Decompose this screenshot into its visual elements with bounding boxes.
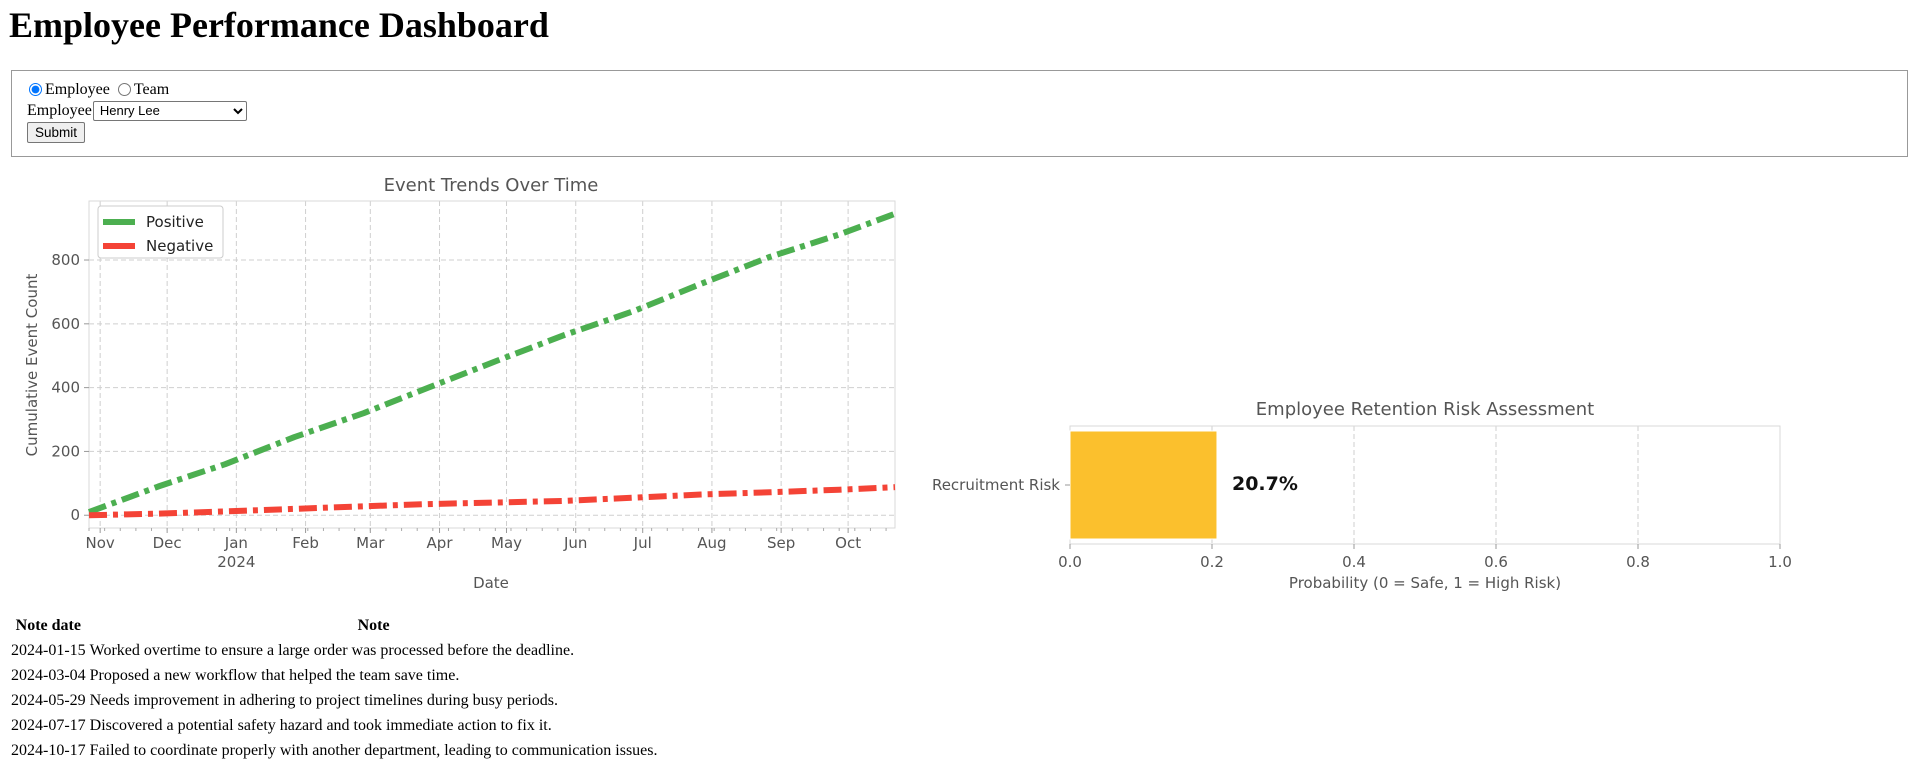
radio-option-employee[interactable]: Employee [27, 81, 110, 99]
radio-employee[interactable] [29, 83, 42, 96]
note-date: 2024-05-29 [11, 691, 86, 709]
trend-y-tick-label: 600 [51, 315, 80, 333]
risk-x-tick-label: 0.2 [1200, 553, 1224, 571]
notes-table: Note date Note 2024-01-15 Worked overtime… [9, 614, 660, 763]
legend-positive-label: Positive [146, 213, 204, 231]
risk-chart-title: Employee Retention Risk Assessment [1256, 399, 1594, 420]
trend-legend: Positive Negative [97, 205, 224, 259]
radio-employee-label: Employee [45, 80, 110, 98]
radio-team-label: Team [133, 80, 170, 98]
note-row: 2024-05-29 Needs improvement in adhering … [9, 688, 660, 713]
note-date: 2024-07-17 [11, 716, 86, 734]
legend-negative-label: Negative [146, 237, 213, 255]
trend-x-tick-label: Mar [356, 534, 385, 552]
trend-x-year-label: 2024 [217, 553, 255, 571]
trend-y-axis-label: Cumulative Event Count [23, 274, 41, 457]
notes-header-date: Note date [15, 617, 81, 634]
radio-team[interactable] [117, 83, 131, 96]
risk-category-label: Recruitment Risk [932, 476, 1060, 494]
note-date: 2024-03-04 [11, 666, 86, 684]
note-row: 2024-03-04 Proposed a new workflow that h… [9, 663, 660, 688]
filter-form: Employee Team Employee Henry Lee Submit [11, 70, 1908, 157]
notes-header-row: Note date Note [9, 614, 660, 638]
risk-x-tick-label: 1.0 [1768, 553, 1792, 571]
employee-select-row: Employee Henry Lee [27, 100, 1907, 121]
trend-y-tick-label: 400 [51, 379, 80, 397]
risk-x-axis-label: Probability (0 = Safe, 1 = High Risk) [1289, 574, 1561, 592]
trend-series-negative [88, 484, 896, 519]
trend-x-tick-label: Nov [86, 534, 115, 552]
mode-radio-group: Employee Team [27, 79, 1907, 100]
note-text: Needs improvement in adhering to project… [89, 691, 558, 709]
risk-x-tick-label: 0.4 [1342, 553, 1366, 571]
trend-y-tick-label: 200 [51, 442, 80, 460]
trend-x-tick-label: Jan [224, 534, 248, 552]
trend-x-tick-label: Oct [835, 534, 861, 552]
employee-select-label: Employee [27, 101, 92, 119]
risk-bar [1069, 430, 1218, 540]
note-row: 2024-01-15 Worked overtime to ensure a la… [9, 638, 660, 663]
notes-header-note: Note [357, 617, 390, 634]
submit-button[interactable]: Submit [27, 121, 86, 143]
note-row: 2024-10-17 Failed to coordinate properly … [9, 738, 660, 763]
trend-x-tick-label: Feb [292, 534, 319, 552]
note-date: 2024-10-17 [11, 741, 86, 759]
note-text: Discovered a potential safety hazard and… [89, 716, 552, 734]
trend-x-tick-label: Sep [767, 534, 795, 552]
radio-option-team[interactable]: Team [116, 81, 169, 99]
risk-chart: 0.0 0.2 0.4 0.6 0.8 1.0 Employee Retention Ri… [932, 399, 1792, 592]
trend-x-tick-label: Dec [153, 534, 182, 552]
risk-value-label: 20.7% [1232, 473, 1298, 495]
note-date: 2024-01-15 [11, 641, 86, 659]
risk-x-tick-label: 0.6 [1484, 553, 1508, 571]
risk-x-tick-label: 0.0 [1058, 553, 1082, 571]
page-title: Employee Performance Dashboard [9, 5, 549, 45]
trend-y-tick-label: 800 [51, 251, 80, 269]
note-row: 2024-07-17 Discovered a potential safety … [9, 713, 660, 738]
employee-select[interactable]: Henry Lee [92, 100, 247, 121]
note-text: Failed to coordinate properly with anoth… [89, 741, 658, 759]
trend-x-tick-label: Jul [633, 534, 652, 552]
trend-y-tick-label: 0 [70, 506, 80, 524]
trend-x-tick-label: Jun [563, 534, 587, 552]
trend-x-tick-label: Aug [697, 534, 726, 552]
note-text: Worked overtime to ensure a large order … [89, 641, 575, 659]
submit-row: Submit [27, 121, 1907, 143]
trend-chart-title: Event Trends Over Time [384, 175, 599, 196]
trend-x-axis-label: Date [473, 574, 509, 592]
risk-x-tick-label: 0.8 [1626, 553, 1650, 571]
trend-plot-frame [88, 200, 896, 529]
trend-x-tick-label: May [491, 534, 522, 552]
trend-series-positive [87, 210, 897, 515]
trend-x-tick-label: Apr [427, 534, 454, 552]
note-text: Proposed a new workflow that helped the … [89, 666, 460, 684]
